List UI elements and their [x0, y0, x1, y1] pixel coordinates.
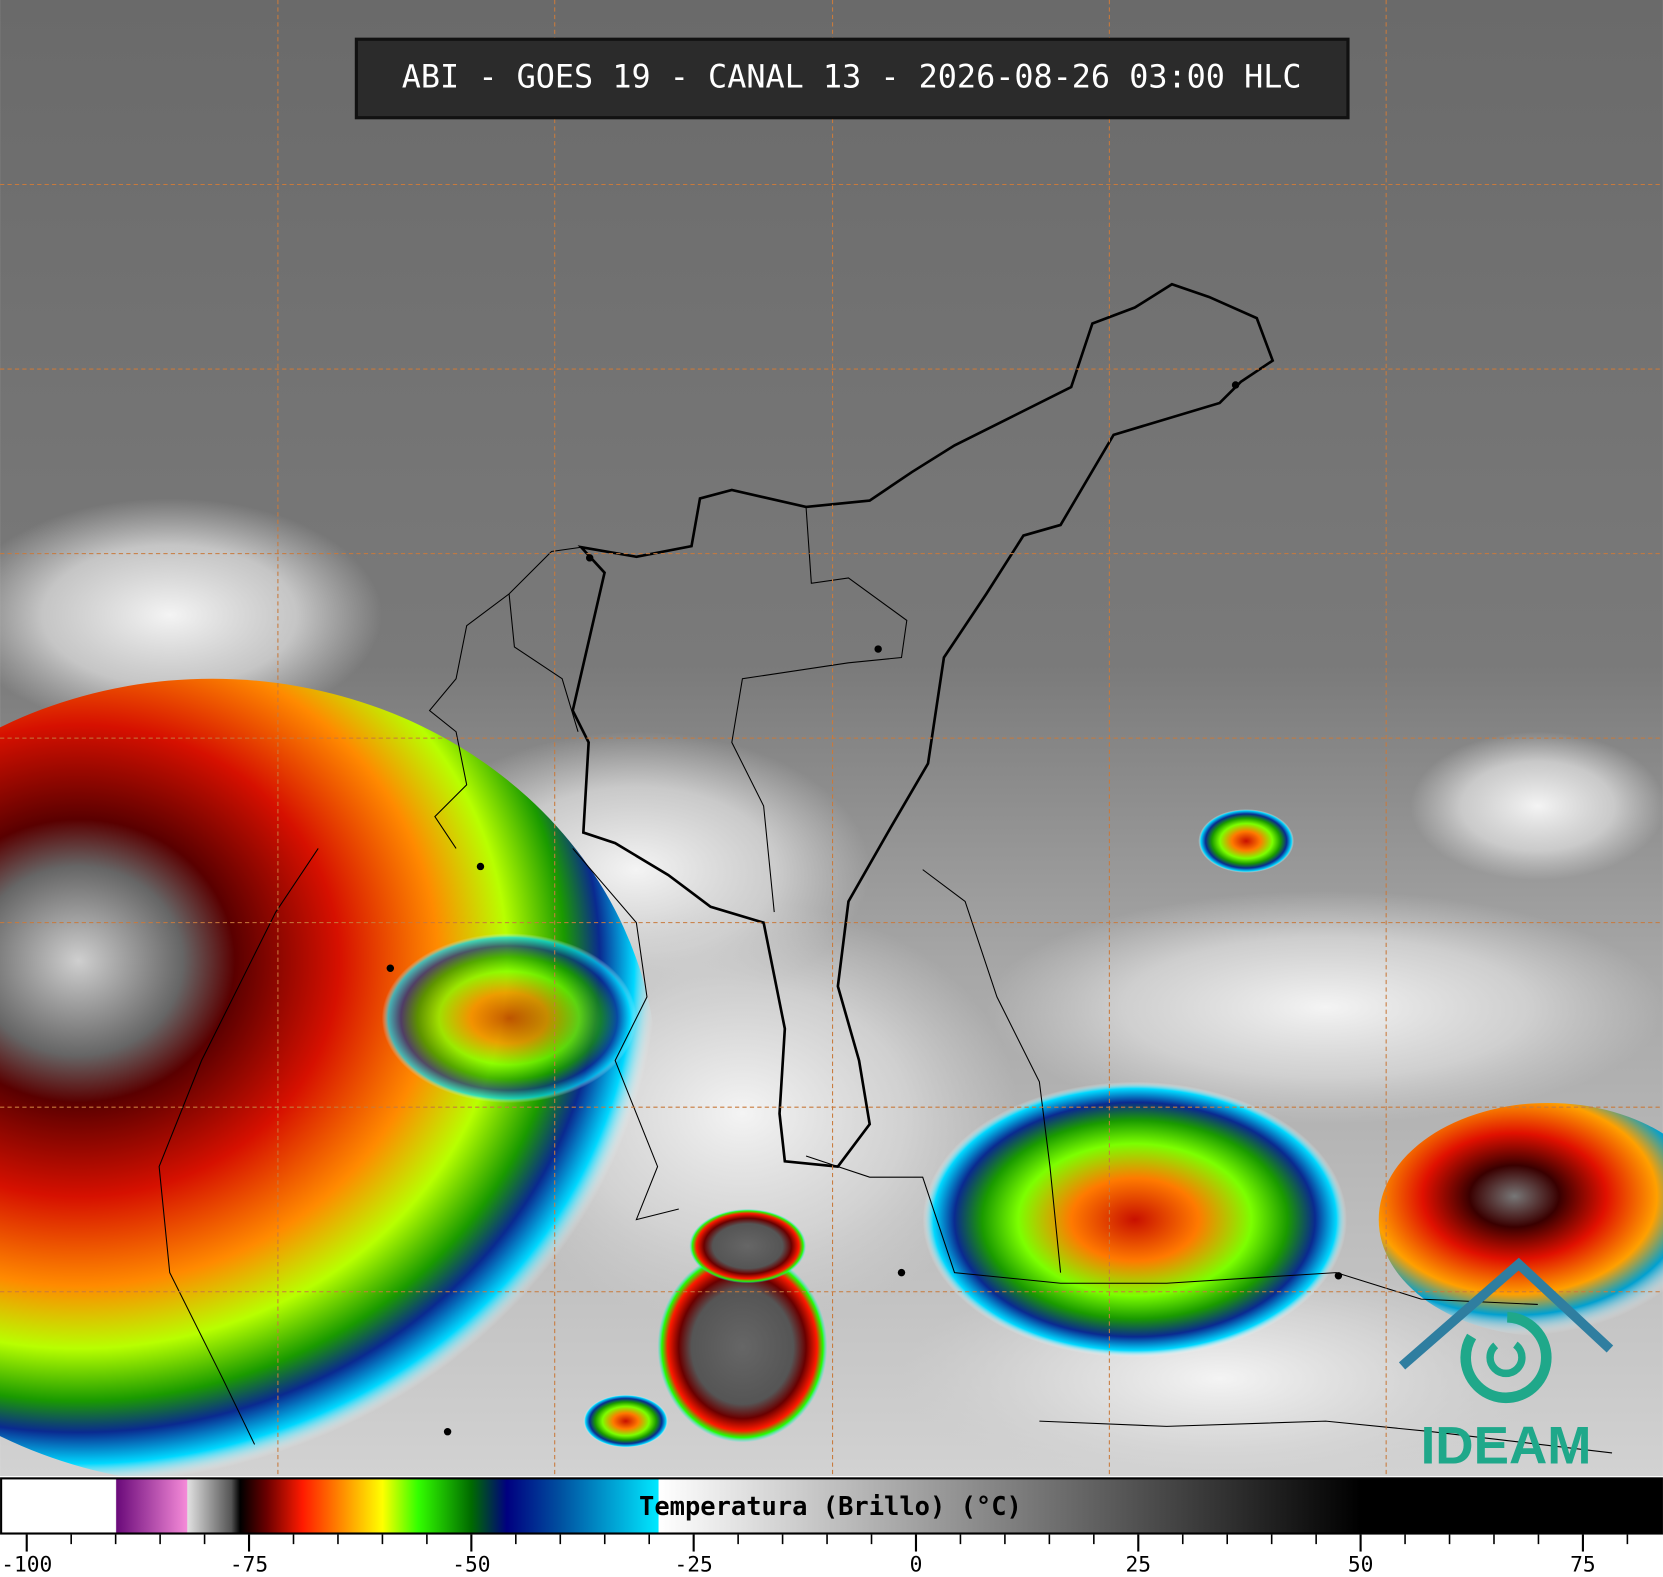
- city: [874, 645, 882, 653]
- storm: [583, 1394, 669, 1448]
- logo-swirl: [1486, 1337, 1526, 1378]
- department-border: [571, 282, 1275, 1168]
- cloud: [0, 498, 382, 732]
- tick-label: 0: [910, 1552, 923, 1577]
- storm: [689, 1208, 807, 1284]
- colorbar: [0, 1477, 1663, 1535]
- tick-label: -75: [230, 1552, 268, 1577]
- city: [1334, 1272, 1343, 1280]
- tick-label: 75: [1570, 1552, 1596, 1577]
- storm: [1378, 1102, 1663, 1337]
- city: [585, 554, 594, 562]
- city: [386, 964, 395, 972]
- city-markers: [386, 381, 1343, 1436]
- tick-label: -50: [452, 1552, 490, 1577]
- tick-label: 25: [1126, 1552, 1152, 1577]
- tick-label: 50: [1348, 1552, 1374, 1577]
- logo-swirl: [1460, 1311, 1552, 1404]
- logo-arch: [1398, 1257, 1614, 1370]
- graticule: [0, 0, 1663, 1477]
- title-box: [354, 37, 1350, 120]
- storm: [1198, 809, 1294, 873]
- city: [476, 862, 485, 871]
- title: ABI - GOES 19 - CANAL 13 - 2026-08-26 03…: [402, 57, 1302, 95]
- tick-label: -100: [1, 1552, 52, 1577]
- tick-label: -25: [675, 1552, 713, 1577]
- colorbar-ticks: -100 -75 -50 -25 0 25 50 75: [1, 1534, 1629, 1577]
- cloud: [986, 890, 1663, 1125]
- storm: [922, 1081, 1347, 1358]
- logo: IDEAM: [1398, 1257, 1614, 1476]
- storm: [657, 1251, 828, 1443]
- storm: [381, 933, 637, 1103]
- city: [443, 1427, 452, 1436]
- logo-text: IDEAM: [1421, 1417, 1592, 1476]
- department-border: [158, 506, 1613, 1454]
- city: [1231, 381, 1240, 389]
- cloud: [1410, 731, 1663, 881]
- colorbar-label: Temperatura (Brillo) (°C): [639, 1492, 1022, 1522]
- storm: [0, 678, 658, 1485]
- city: [897, 1268, 906, 1277]
